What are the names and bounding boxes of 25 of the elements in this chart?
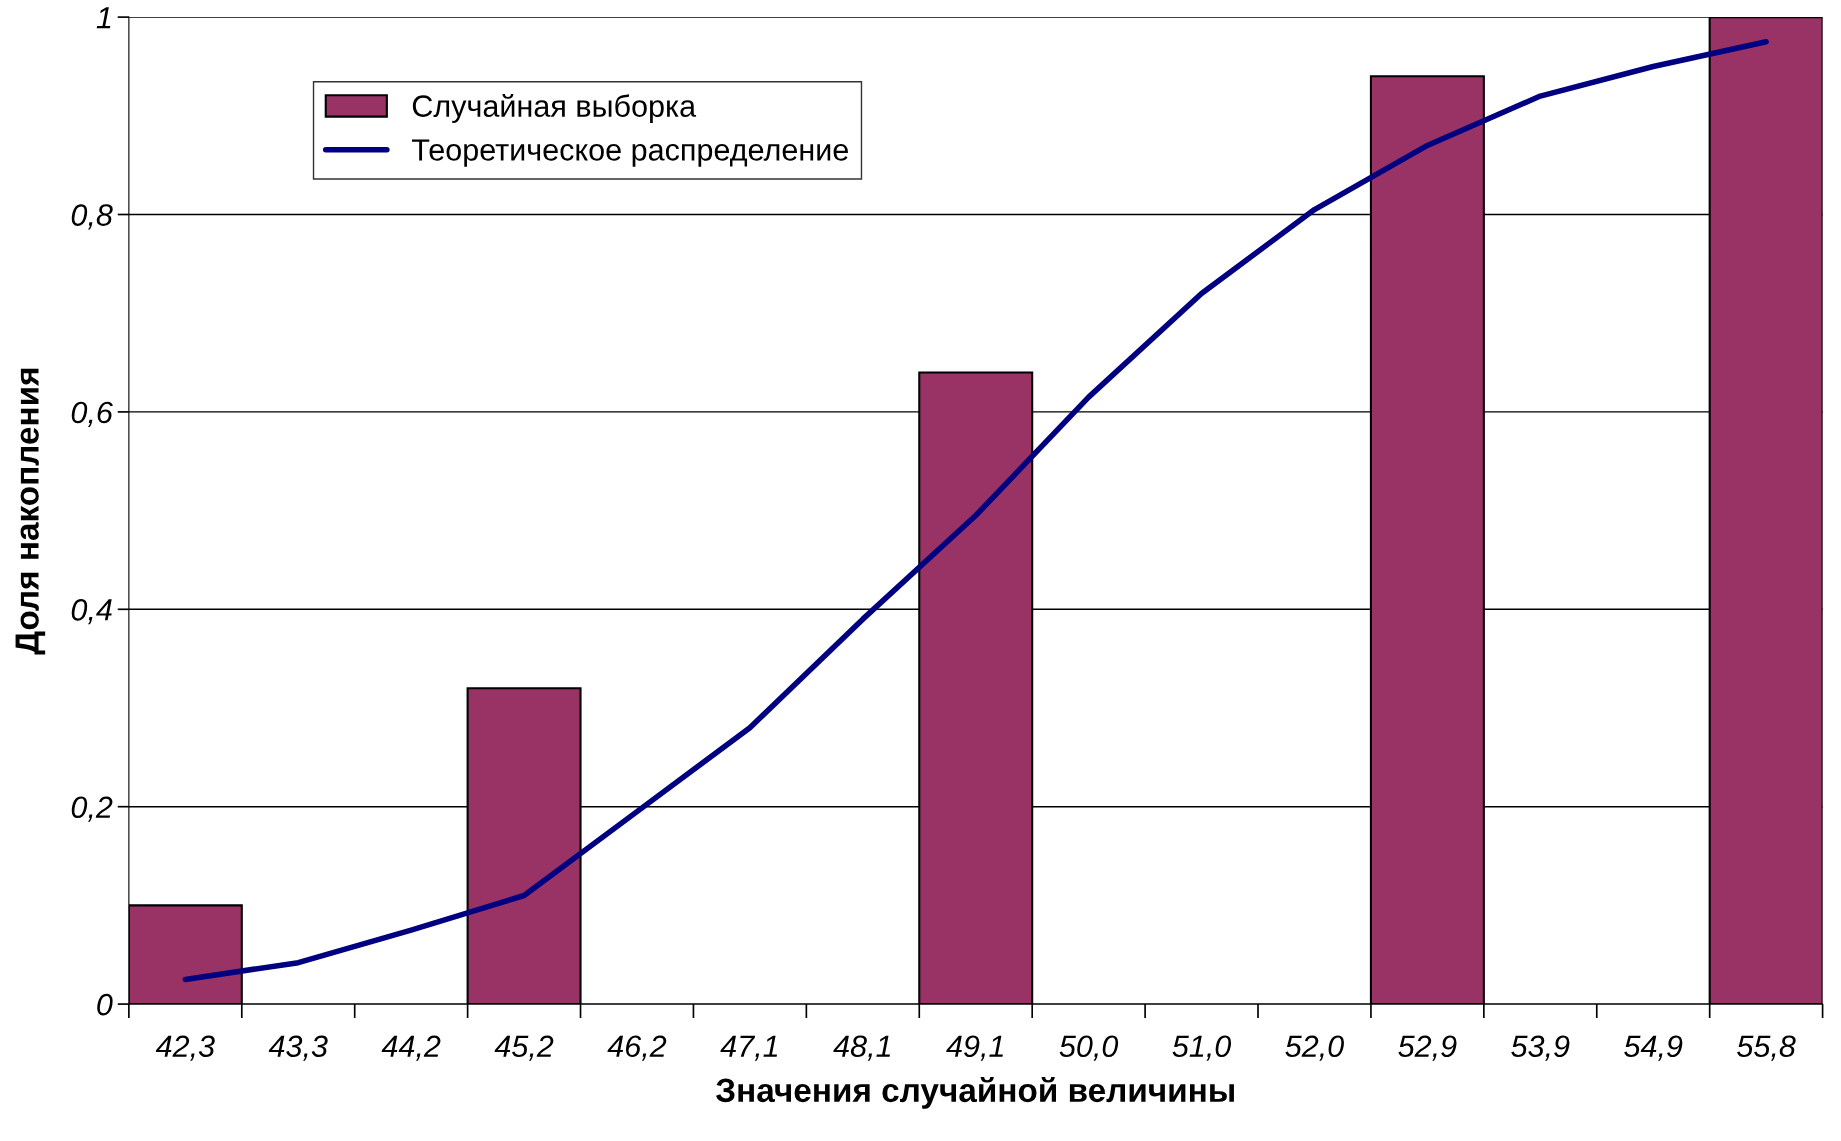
x-tick-label: 47,1: [720, 1035, 778, 1061]
y-tick-label: 1: [96, 7, 111, 29]
x-tick-label: 54,9: [1624, 1035, 1683, 1061]
x-tick-label: 50,0: [1059, 1035, 1119, 1061]
x-tick-label: 53,9: [1511, 1035, 1570, 1061]
x-tick-label: 52,0: [1285, 1035, 1344, 1061]
x-tick-label: 48,1: [833, 1035, 890, 1061]
x-tick-label: 51,0: [1172, 1035, 1232, 1061]
x-tick-label: 43,3: [268, 1035, 328, 1061]
x-tick-label: 55,8: [1737, 1035, 1796, 1061]
y-tick-label: 0,6: [71, 401, 113, 427]
legend-label: Случайная выборка: [412, 93, 697, 123]
x-tick-label: 46,2: [607, 1035, 667, 1061]
x-tick-label: 44,2: [381, 1035, 441, 1061]
x-tick-label: 45,2: [494, 1035, 554, 1061]
y-tick-label: 0: [97, 993, 113, 1016]
x-tick-label: 49,1: [946, 1035, 1003, 1061]
y-tick-label: 0,4: [71, 599, 112, 625]
x-tick-label: 42,3: [155, 1035, 215, 1061]
y-axis-title: Доля накопления: [15, 368, 46, 655]
x-tick-label: 52,9: [1398, 1035, 1457, 1061]
y-tick-label: 0,2: [71, 796, 113, 822]
y-tick-label: 0,8: [71, 204, 113, 230]
legend-label: Теоретическое распределение: [411, 139, 848, 167]
x-axis-title: Значения случайной величины: [715, 1077, 1234, 1109]
